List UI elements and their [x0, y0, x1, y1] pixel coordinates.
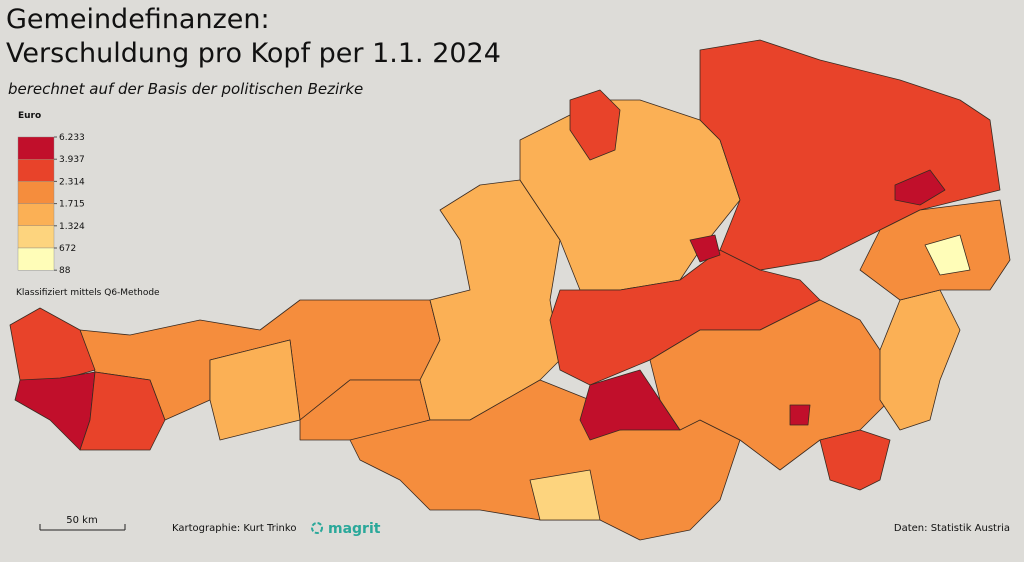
- credit: Kartographie: Kurt Trinko: [172, 523, 296, 534]
- scale-label: 50 km: [66, 515, 97, 526]
- district: [924, 234, 971, 276]
- district: [789, 404, 811, 426]
- logo-icon: [311, 522, 323, 534]
- district: [529, 469, 601, 521]
- legend-swatch: [17, 136, 55, 160]
- legend-note: Klassifiziert mittels Q6-Methode: [16, 288, 160, 298]
- legend-label: 2.314: [59, 177, 85, 187]
- subtitle: berechnet auf der Basis der politischen …: [8, 80, 363, 98]
- district: [79, 371, 166, 451]
- source: Daten: Statistik Austria: [894, 523, 1010, 534]
- districts: [9, 39, 1011, 541]
- district: [879, 289, 961, 431]
- legend-swatch: [17, 225, 55, 249]
- legend-title: Euro: [18, 111, 41, 121]
- district: [819, 429, 891, 491]
- district: [579, 369, 681, 441]
- legend-label: 6.233: [59, 133, 85, 143]
- legend: 6.233 3.937 2.314 1.715 1.324 672 88: [17, 133, 85, 276]
- district: [894, 169, 946, 206]
- title: Verschuldung pro Kopf per 1.1. 2024: [6, 38, 501, 69]
- legend-swatch: [17, 181, 55, 204]
- legend-label: 88: [59, 266, 71, 276]
- title: Gemeindefinanzen:: [6, 4, 270, 35]
- district: [689, 234, 721, 263]
- district: [9, 307, 96, 381]
- legend-label: 3.937: [59, 155, 85, 165]
- district: [419, 179, 561, 421]
- logo: magrit: [328, 521, 381, 537]
- district: [569, 89, 621, 161]
- district: [209, 339, 301, 441]
- legend-label: 672: [59, 244, 76, 254]
- district: [14, 371, 96, 451]
- legend-label: 1.715: [59, 200, 85, 210]
- legend-swatch: [17, 247, 55, 271]
- legend-swatch: [17, 203, 55, 227]
- legend-swatch: [17, 158, 55, 182]
- district: [349, 379, 741, 541]
- legend-label: 1.324: [59, 222, 85, 232]
